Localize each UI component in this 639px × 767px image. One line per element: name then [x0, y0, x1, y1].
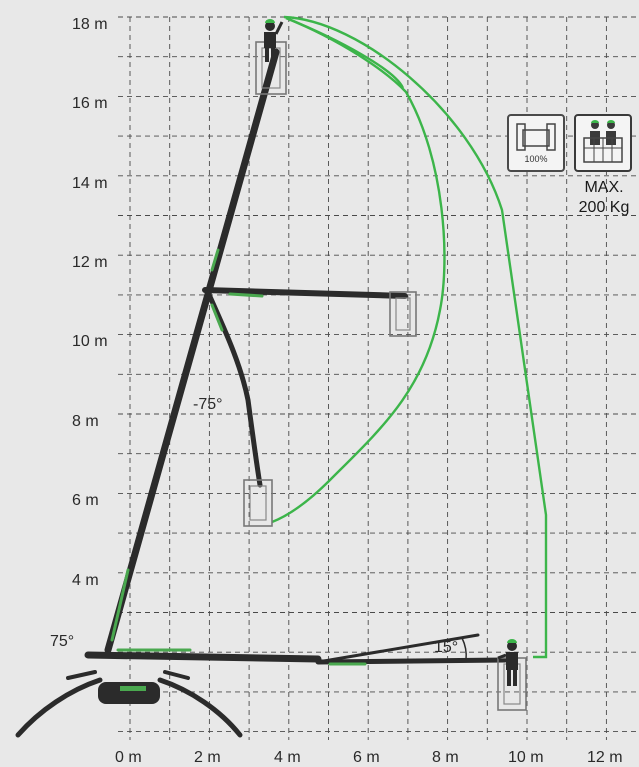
x-tick-0: 0 m	[115, 749, 142, 766]
jib-15deg	[316, 633, 480, 664]
outrigger-left	[15, 677, 103, 738]
middle-envelope-curve	[271, 16, 446, 524]
track-base	[98, 682, 160, 704]
y-tick-14: 14 m	[72, 175, 108, 192]
main-boom-highlight	[110, 568, 130, 642]
max-load-label: MAX. 200 Kg	[566, 178, 639, 218]
working-envelope	[271, 15, 548, 659]
y-tick-12: 12 m	[72, 254, 108, 271]
operator-icon-low	[497, 639, 518, 686]
jib-horizontal	[202, 287, 408, 299]
y-tick-16: 16 m	[72, 95, 108, 112]
jib-up-angle-label: 15°	[434, 639, 458, 656]
x-tick-2: 2 m	[194, 749, 221, 766]
y-tick-10: 10 m	[72, 333, 108, 350]
main-boom-highlight-2	[210, 248, 220, 272]
y-axis-labels: 18 m 16 m 14 m 12 m 10 m 8 m 6 m 4 m	[72, 16, 108, 589]
jib-up-angle-arc	[461, 637, 467, 661]
outrigger-right	[157, 677, 243, 738]
aerial-platform-machine	[15, 48, 508, 738]
x-tick-8: 8 m	[432, 749, 459, 766]
operator-icon	[264, 19, 284, 62]
basket-jib-horizontal	[389, 291, 417, 337]
x-tick-12: 12 m	[587, 749, 623, 766]
track-highlight	[120, 686, 146, 691]
basket-jib-down	[243, 479, 273, 527]
jib-down-angle-label: -75°	[193, 396, 223, 413]
x-tick-10: 10 m	[508, 749, 544, 766]
y-tick-8: 8 m	[72, 413, 99, 430]
outer-envelope-curve	[283, 15, 548, 659]
y-tick-6: 6 m	[72, 492, 99, 509]
y-tick-18: 18 m	[72, 16, 108, 33]
x-axis-labels: 0 m 2 m 4 m 6 m 8 m 10 m 12 m	[115, 749, 623, 766]
inner-envelope-curve	[285, 16, 405, 89]
jib-down	[205, 289, 263, 488]
grid	[118, 16, 639, 740]
outrigger-left-2	[66, 670, 97, 680]
main-boom	[104, 48, 280, 654]
y-tick-4: 4 m	[72, 572, 99, 589]
jib-down-highlight	[210, 303, 224, 332]
max-load-line1: MAX.	[584, 179, 624, 196]
max-load-line2: 200 Kg	[578, 199, 630, 216]
platform-capacity-icon: 100%	[507, 114, 565, 172]
lower-boom	[84, 651, 322, 663]
capacity-percent: 100%	[524, 154, 547, 164]
base-angle-label: 75°	[50, 633, 74, 650]
outrigger-right-2	[163, 670, 190, 680]
two-operators-icon	[574, 114, 632, 172]
jib-level	[315, 657, 508, 665]
x-tick-4: 4 m	[274, 749, 301, 766]
jib-horizontal-highlight	[228, 292, 264, 298]
x-tick-6: 6 m	[353, 749, 380, 766]
